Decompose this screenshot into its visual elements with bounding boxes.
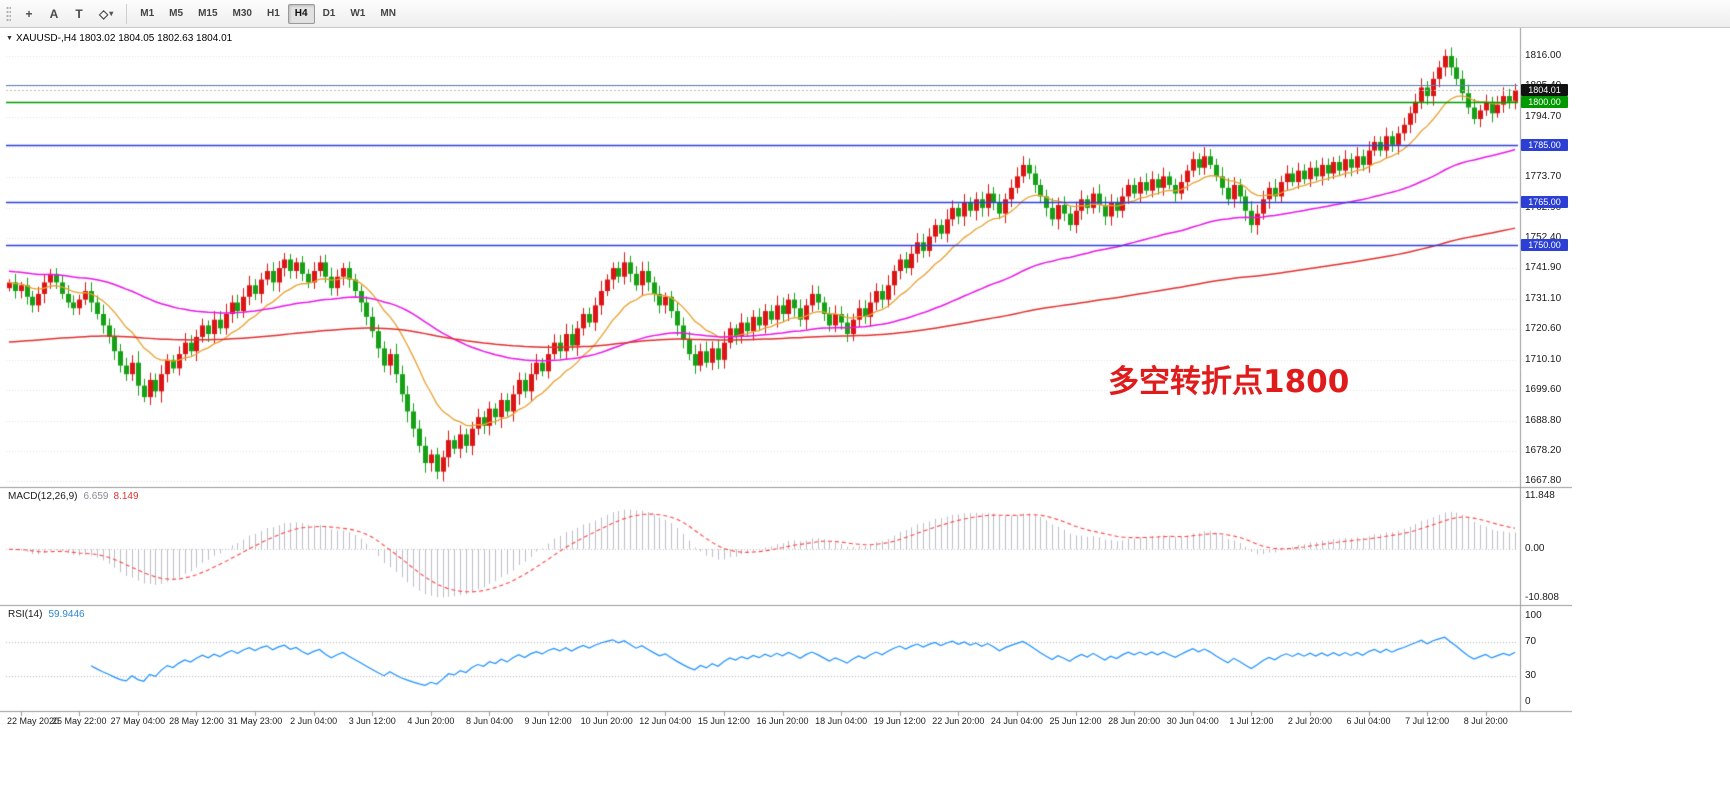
- price-axis-label: 1699.60: [1525, 383, 1562, 395]
- price-axis-label: 1678.20: [1525, 445, 1562, 457]
- rsi-value: 59.9446: [48, 609, 85, 620]
- rsi-label-row: RSI(14) 59.9446: [8, 609, 85, 620]
- time-axis-label: 25 Jun 12:00: [1049, 716, 1102, 726]
- chart-window: ▼ XAUUSD-,H4 1803.02 1804.05 1802.63 1804…: [0, 28, 1572, 727]
- rsi-title: RSI(14): [8, 609, 43, 620]
- time-axis-label: 2 Jul 20:00: [1287, 716, 1332, 726]
- toolbar: + A T ◇ ▾ M1 M5 M15 M30 H1 H4 D1 W1 MN: [0, 0, 1730, 28]
- level-badge-1800: 1800.00: [1521, 95, 1568, 108]
- crosshair-icon: +: [25, 6, 33, 21]
- time-axis-label: 15 Jun 12:00: [697, 716, 750, 726]
- time-axis-label: 19 Jun 12:00: [873, 716, 926, 726]
- crosshair-tool-button[interactable]: +: [17, 3, 41, 25]
- time-axis-label: 28 Jun 20:00: [1108, 716, 1161, 726]
- text-label-icon: A: [49, 6, 59, 21]
- time-axis-label: 25 May 22:00: [51, 716, 107, 726]
- price-axis-label: 1731.10: [1525, 293, 1562, 305]
- time-axis-label: 16 Jun 20:00: [756, 716, 809, 726]
- rsi-axis-label: 100: [1525, 610, 1542, 621]
- price-axis-label: 1710.10: [1525, 353, 1562, 365]
- timeframe-m5-button[interactable]: M5: [162, 4, 190, 24]
- price-axis-label: 1667.80: [1525, 474, 1562, 486]
- timeframe-m30-button[interactable]: M30: [226, 4, 259, 24]
- price-axis-label: 1688.80: [1525, 414, 1562, 426]
- shapes-tool-button[interactable]: ◇ ▾: [92, 3, 120, 25]
- price-axis[interactable]: 1804.01 1800.00 1785.00 1765.00 1750.00 …: [1520, 28, 1572, 727]
- time-axis-label: 28 May 12:00: [169, 716, 224, 726]
- price-axis-label: 1752.40: [1525, 232, 1562, 244]
- macd-main-value: 6.659: [83, 491, 109, 502]
- macd-axis-label: 11.848: [1525, 489, 1555, 501]
- timeframe-h1-button[interactable]: H1: [260, 4, 287, 24]
- macd-axis-label: -10.808: [1525, 591, 1559, 603]
- panel-splitter-timeaxis[interactable]: [0, 709, 1572, 714]
- time-axis-label: 22 May 2020: [6, 716, 60, 726]
- time-axis-label: 31 May 23:00: [227, 716, 283, 726]
- price-axis-label: 1720.60: [1525, 323, 1562, 335]
- time-axis-label: 8 Jul 20:00: [1463, 716, 1508, 726]
- time-axis-label: 6 Jul 04:00: [1346, 716, 1391, 726]
- level-badge-1785: 1785.00: [1521, 138, 1568, 151]
- timeframe-mn-button[interactable]: MN: [373, 4, 403, 24]
- time-axis-label: 1 Jul 12:00: [1229, 716, 1274, 726]
- chart-annotation[interactable]: 多空转折点1800: [1108, 364, 1350, 400]
- time-axis[interactable]: 22 May 2020 25 May 22:00 27 May 04:00 28 Ma…: [0, 714, 1572, 728]
- text-tool-button[interactable]: T: [67, 3, 91, 25]
- time-axis-label: 12 Jun 04:00: [639, 716, 692, 726]
- level-badge-1750: 1750.00: [1521, 239, 1568, 252]
- rsi-axis-label: 30: [1525, 670, 1537, 682]
- time-axis-label: 24 Jun 04:00: [990, 716, 1043, 726]
- time-axis-label: 8 Jun 04:00: [465, 716, 513, 726]
- rsi-axis-label: 70: [1525, 635, 1537, 647]
- text-icon: T: [75, 6, 83, 21]
- timeframe-m15-button[interactable]: M15: [191, 4, 224, 24]
- toolbar-separator: [126, 3, 128, 24]
- time-axis-label: 30 Jun 04:00: [1166, 716, 1219, 726]
- symbol-marker-icon: ▼: [6, 35, 13, 42]
- price-axis-label: 1773.70: [1525, 171, 1562, 183]
- panel-splitter-macd[interactable]: [0, 485, 1572, 490]
- chart-title: XAUUSD-,H4 1803.02 1804.05 1802.63 1804.…: [15, 33, 233, 44]
- time-axis-label: 22 Jun 20:00: [932, 716, 985, 726]
- price-axis-label: 1816.00: [1525, 49, 1562, 61]
- timeframe-d1-button[interactable]: D1: [316, 4, 343, 24]
- time-axis-label: 3 Jun 12:00: [348, 716, 396, 726]
- rsi-axis-label: 0: [1525, 696, 1531, 707]
- time-axis-label: 27 May 04:00: [110, 716, 166, 726]
- time-axis-label: 2 Jun 04:00: [290, 716, 338, 726]
- timeframe-m1-button[interactable]: M1: [133, 4, 161, 24]
- time-axis-label: 10 Jun 20:00: [580, 716, 633, 726]
- level-badge-1765: 1765.00: [1521, 196, 1568, 209]
- timeframe-w1-button[interactable]: W1: [343, 4, 372, 24]
- macd-signal-value: 8.149: [113, 491, 139, 502]
- text-label-tool-button[interactable]: A: [42, 3, 66, 25]
- price-chart-canvas[interactable]: [0, 28, 1572, 727]
- chart-title-row: ▼ XAUUSD-,H4 1803.02 1804.05 1802.63 1804…: [6, 33, 232, 44]
- macd-label-row: MACD(12,26,9) 6.659 8.149: [8, 491, 139, 502]
- shapes-icon: ◇: [99, 6, 109, 21]
- time-axis-label: 18 Jun 04:00: [815, 716, 868, 726]
- time-axis-label: 4 Jun 20:00: [407, 716, 455, 726]
- timeframe-h4-button[interactable]: H4: [287, 3, 315, 24]
- macd-axis-label: 0.00: [1525, 543, 1545, 555]
- time-axis-label: 7 Jul 12:00: [1405, 716, 1450, 726]
- macd-title: MACD(12,26,9): [8, 491, 78, 502]
- panel-splitter-rsi[interactable]: [0, 603, 1572, 608]
- chevron-down-icon: ▾: [109, 9, 114, 18]
- price-axis-label: 1794.70: [1525, 111, 1562, 122]
- toolbar-grip[interactable]: [6, 5, 11, 22]
- time-axis-label: 9 Jun 12:00: [524, 716, 572, 726]
- last-price-badge: 1804.01: [1521, 84, 1568, 97]
- price-axis-label: 1741.90: [1525, 262, 1562, 274]
